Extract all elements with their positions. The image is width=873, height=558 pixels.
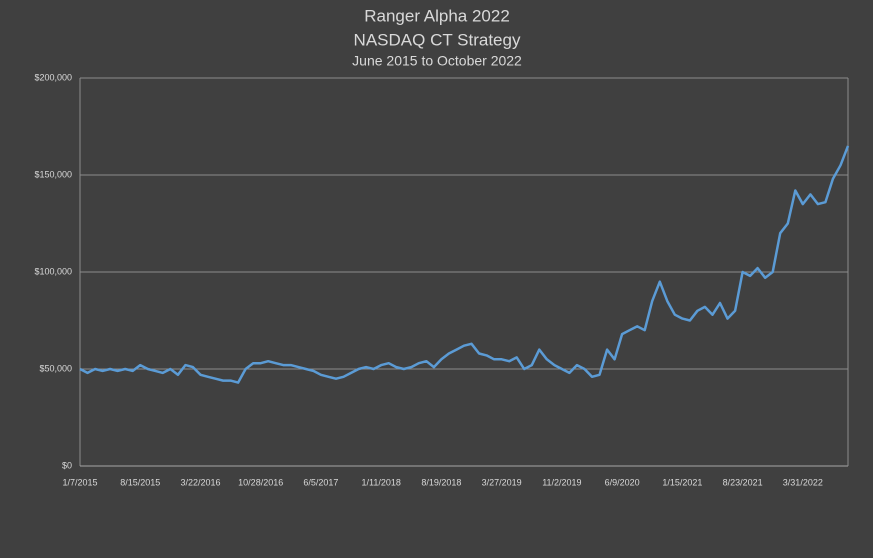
x-tick-label: 10/28/2016: [238, 477, 283, 487]
x-tick-label: 6/5/2017: [303, 477, 338, 487]
x-tick-label: 3/31/2022: [783, 477, 823, 487]
x-tick-label: 6/9/2020: [605, 477, 640, 487]
x-tick-label: 3/22/2016: [180, 477, 220, 487]
y-tick-label: $200,000: [34, 72, 72, 82]
y-tick-label: $0: [62, 460, 72, 470]
x-tick-label: 8/19/2018: [421, 477, 461, 487]
x-tick-label: 1/11/2018: [361, 477, 400, 487]
chart-subtitle: NASDAQ CT Strategy: [354, 30, 521, 49]
chart-subtitle: June 2015 to October 2022: [352, 53, 522, 69]
x-tick-label: 8/15/2015: [120, 477, 160, 487]
x-tick-label: 3/27/2019: [482, 477, 522, 487]
x-tick-label: 1/15/2021: [662, 477, 702, 487]
line-series: [79, 145, 850, 384]
x-tick-label: 11/2/2019: [542, 477, 581, 487]
x-tick-label: 8/23/2021: [723, 477, 763, 487]
x-tick-label: 1/7/2015: [62, 477, 97, 487]
chart-title: Ranger Alpha 2022: [364, 6, 510, 25]
y-tick-label: $100,000: [34, 266, 72, 276]
y-tick-label: $50,000: [39, 363, 72, 373]
y-tick-label: $150,000: [34, 169, 72, 179]
